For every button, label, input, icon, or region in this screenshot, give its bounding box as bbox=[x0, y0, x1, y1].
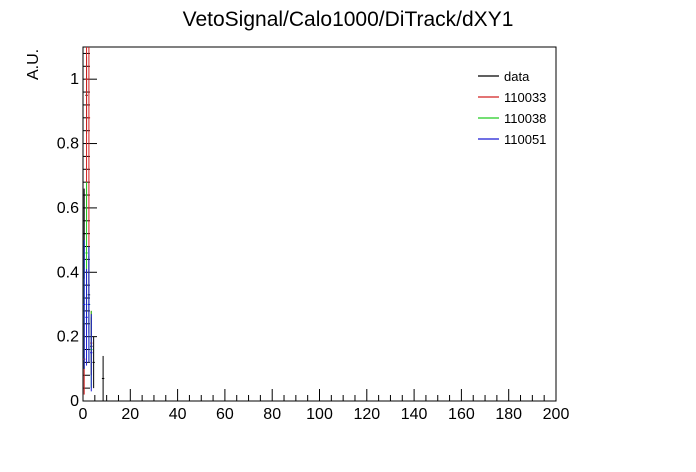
x-tick-label: 100 bbox=[306, 406, 333, 423]
x-tick-label: 80 bbox=[263, 406, 281, 423]
y-tick-label: 0.6 bbox=[57, 200, 79, 217]
legend-label-110038: 110038 bbox=[504, 111, 546, 126]
legend-label-110051: 110051 bbox=[504, 132, 546, 147]
x-tick-label: 140 bbox=[401, 406, 428, 423]
plot-frame bbox=[82, 46, 557, 402]
y-axis: 0 0.2 0.4 0.6 0.8 1 bbox=[57, 52, 97, 410]
x-axis: 0 20 40 60 80 100 120 140 160 180 200 bbox=[79, 389, 570, 423]
y-axis-title: A.U. bbox=[25, 49, 42, 80]
y-tick-label: 0.2 bbox=[57, 329, 79, 346]
y-tick-label: 0.8 bbox=[57, 136, 79, 153]
x-tick-label: 0 bbox=[79, 406, 88, 423]
chart-title: VetoSignal/Calo1000/DiTrack/dXY1 bbox=[183, 8, 514, 31]
legend: data 110033 110038 110051 bbox=[478, 69, 546, 147]
y-tick-label: 1 bbox=[70, 71, 79, 88]
x-tick-label: 200 bbox=[543, 406, 570, 423]
legend-label-data: data bbox=[504, 69, 530, 84]
x-tick-label: 20 bbox=[121, 406, 139, 423]
series-layer bbox=[82, 47, 105, 401]
x-tick-label: 180 bbox=[495, 406, 522, 423]
x-tick-label: 120 bbox=[353, 406, 380, 423]
series-110051 bbox=[82, 240, 93, 392]
y-tick-label: 0.4 bbox=[57, 264, 79, 281]
x-tick-label: 40 bbox=[169, 406, 187, 423]
x-tick-label: 60 bbox=[216, 406, 234, 423]
legend-label-110033: 110033 bbox=[504, 90, 546, 105]
y-tick-label: 0 bbox=[70, 393, 79, 410]
x-tick-label: 160 bbox=[448, 406, 475, 423]
